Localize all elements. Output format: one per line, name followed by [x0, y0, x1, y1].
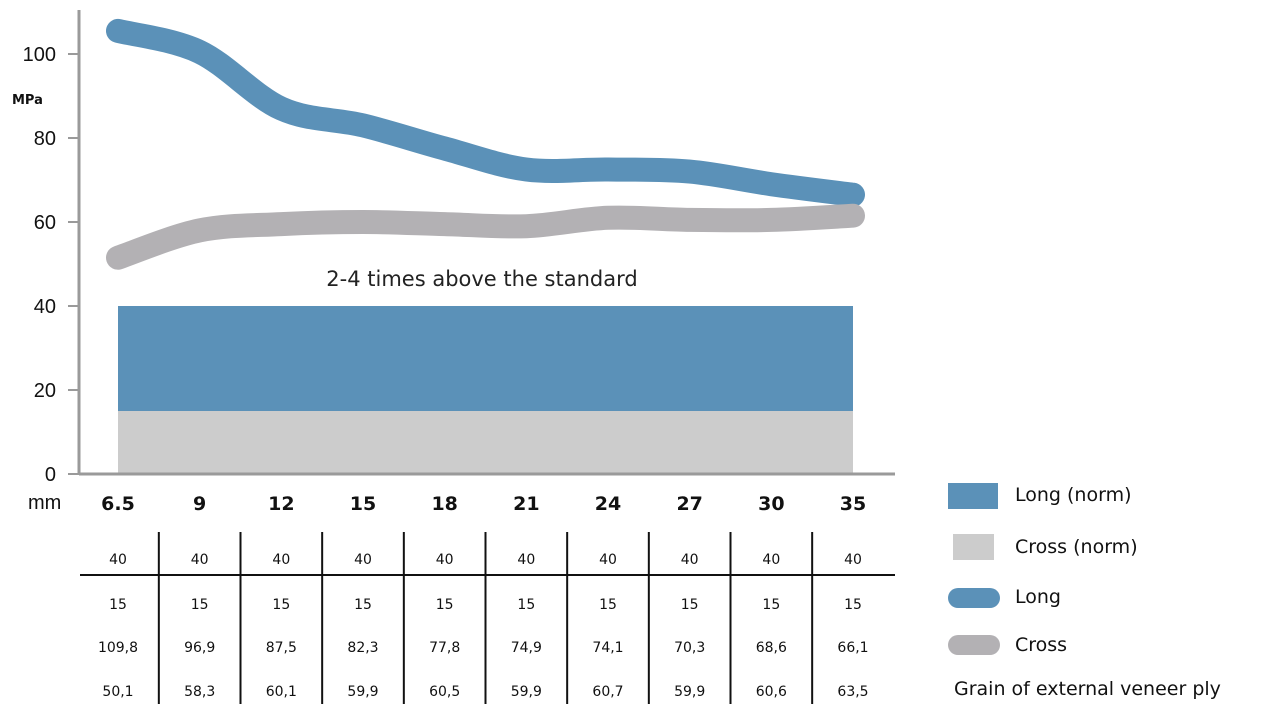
- x-tick-label: 27: [676, 493, 702, 515]
- table-cell: 66,1: [837, 640, 868, 656]
- table-cell: 60,7: [592, 684, 623, 700]
- table-cell: 70,3: [674, 640, 705, 656]
- table-cell: 15: [681, 597, 699, 613]
- table-cell: 96,9: [184, 640, 215, 656]
- table-cell: 15: [354, 597, 372, 613]
- data-table: 40 40 40 40 40 40 40 40 40 40 15 15 15 15 15 15 15 15 15 15…: [80, 532, 895, 704]
- table-cell: 109,8: [98, 640, 138, 656]
- x-ticks: 6.5 9 12 15 18 21 24 27 30 35: [101, 493, 866, 515]
- x-tick-label: 18: [431, 493, 457, 515]
- table-cell: 50,1: [102, 684, 133, 700]
- x-tick-label: 9: [193, 493, 206, 515]
- y-ticks: 0 20 40 60 80 100: [23, 44, 79, 486]
- norm-areas: [118, 306, 853, 474]
- table-cell: 40: [191, 552, 209, 568]
- table-cell: 40: [517, 552, 535, 568]
- y-tick-label: 20: [34, 380, 56, 402]
- legend-item-cross: Cross: [948, 630, 1278, 662]
- table-cell: 59,9: [511, 684, 542, 700]
- legend-item-cross-norm: Cross (norm): [948, 530, 1278, 562]
- table-cell: 60,5: [429, 684, 460, 700]
- x-tick-label: 6.5: [101, 493, 135, 515]
- legend-item-long: Long: [948, 582, 1278, 614]
- annotation: 2-4 times above the standard: [326, 267, 637, 291]
- legend-footer: Grain of external veneer ply: [954, 678, 1221, 700]
- table-cell: 59,9: [674, 684, 705, 700]
- table-cell: 15: [517, 597, 535, 613]
- series-line-long: [106, 18, 865, 207]
- legend-label-long: Long: [1015, 586, 1061, 608]
- x-tick-label: 35: [840, 493, 866, 515]
- y-tick-label: 100: [23, 44, 56, 66]
- y-tick-label: 40: [34, 296, 56, 318]
- x-tick-label: 12: [268, 493, 294, 515]
- legend-item-long-norm: Long (norm): [948, 478, 1278, 510]
- x-tick-label: 24: [595, 493, 621, 515]
- x-axis-unit: mm: [28, 492, 61, 514]
- table-cell: 60,6: [756, 684, 787, 700]
- x-tick-label: 15: [350, 493, 376, 515]
- y-tick-label: 0: [45, 464, 56, 486]
- table-cell: 40: [762, 552, 780, 568]
- x-tick-label: 30: [758, 493, 784, 515]
- legend-swatch-cross-norm: [953, 534, 994, 560]
- table-cell: 15: [762, 597, 780, 613]
- y-tick-label: 80: [34, 128, 56, 150]
- table-cell: 15: [109, 597, 127, 613]
- table-cell: 63,5: [837, 684, 868, 700]
- axes: [77, 10, 895, 476]
- table-cell: 40: [599, 552, 617, 568]
- legend-label-cross: Cross: [1015, 634, 1068, 656]
- legend-swatch-long-norm: [948, 483, 998, 509]
- table-cell: 40: [436, 552, 454, 568]
- table-cell: 82,3: [347, 640, 378, 656]
- table-cell: 40: [272, 552, 290, 568]
- series-line-cross: [106, 203, 865, 270]
- series-curves: [106, 18, 865, 270]
- table-cell: 77,8: [429, 640, 460, 656]
- y-tick-label: 60: [34, 212, 56, 234]
- table-cell: 15: [191, 597, 209, 613]
- table-cell: 40: [844, 552, 862, 568]
- table-cell: 74,1: [592, 640, 623, 656]
- norm-area-cross-norm: [118, 411, 853, 474]
- legend-swatch-cross: [948, 635, 1000, 655]
- table-cell: 40: [354, 552, 372, 568]
- table-cell: 74,9: [511, 640, 542, 656]
- table-cell: 15: [599, 597, 617, 613]
- table-cell: 59,9: [347, 684, 378, 700]
- table-cell: 87,5: [266, 640, 297, 656]
- table-cell: 40: [681, 552, 699, 568]
- x-tick-label: 21: [513, 493, 539, 515]
- legend-label-cross-norm: Cross (norm): [1015, 536, 1138, 558]
- table-cell: 15: [436, 597, 454, 613]
- y-axis-unit: MPa: [12, 93, 43, 108]
- legend-label-long-norm: Long (norm): [1015, 484, 1132, 506]
- table-cell: 15: [844, 597, 862, 613]
- legend-swatch-long: [948, 588, 1000, 608]
- table-cell: 58,3: [184, 684, 215, 700]
- table-cell: 40: [109, 552, 127, 568]
- table-cell: 60,1: [266, 684, 297, 700]
- table-cell: 68,6: [756, 640, 787, 656]
- table-cell: 15: [272, 597, 290, 613]
